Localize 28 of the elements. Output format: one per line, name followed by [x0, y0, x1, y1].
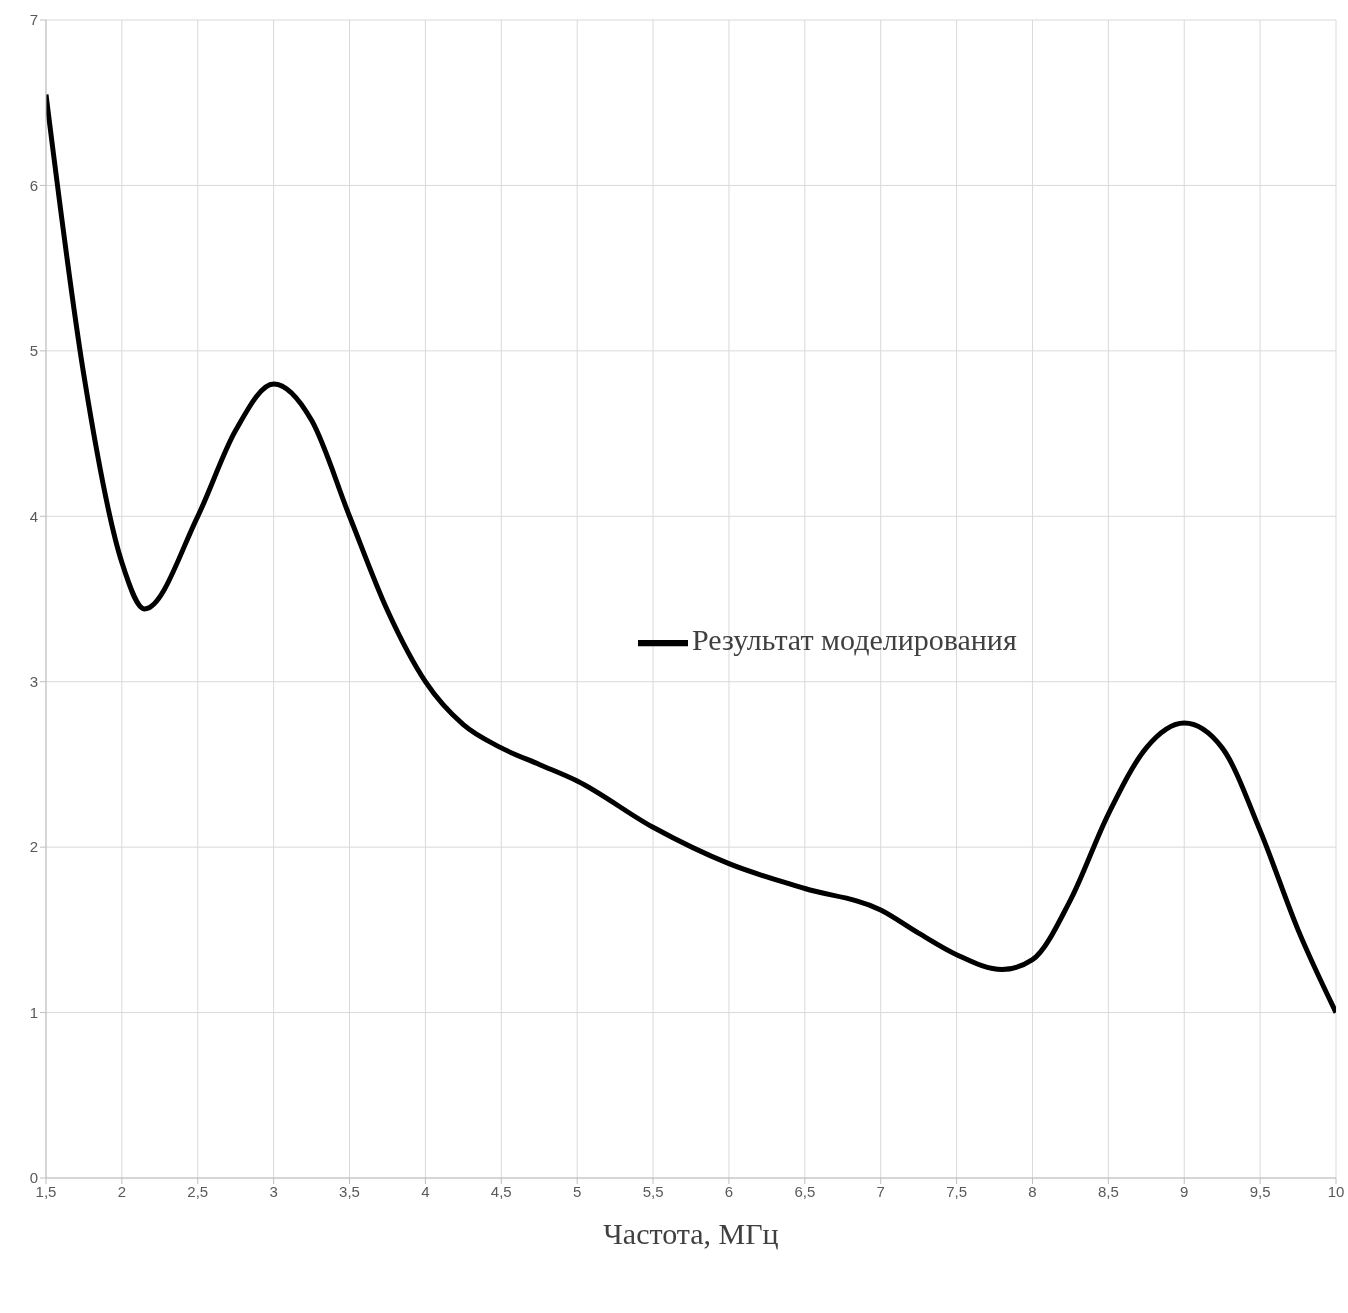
x-tick-label: 4,5: [490, 1182, 512, 1200]
x-tick-label: 10: [1327, 1182, 1345, 1200]
x-tick-label: 9: [1180, 1182, 1189, 1200]
y-tick-label: 0: [29, 1169, 38, 1187]
x-tick-label: 8: [1028, 1182, 1037, 1200]
y-tick-label: 5: [29, 342, 38, 360]
y-tick-label: 1: [29, 1003, 38, 1021]
y-tick-label: 4: [29, 507, 38, 525]
x-tick-label: 2,5: [187, 1182, 209, 1200]
x-tick-label: 9,5: [1249, 1182, 1271, 1200]
x-tick-label: 1,5: [35, 1182, 57, 1200]
x-tick-label: 7: [876, 1182, 885, 1200]
y-tick-label: 3: [29, 673, 38, 691]
y-tick-label: 6: [29, 176, 38, 194]
x-tick-label: 7,5: [946, 1182, 968, 1200]
y-tick-label: 7: [29, 11, 38, 29]
x-tick-label: 6: [724, 1182, 734, 1200]
legend-label: Результат моделирования: [692, 622, 1017, 656]
x-tick-label: 6,5: [794, 1182, 816, 1200]
x-axis-title: Частота, МГц: [603, 1217, 779, 1250]
x-tick-label: 3,5: [339, 1182, 360, 1200]
x-tick-label: 4: [421, 1182, 430, 1200]
x-tick-label: 8,5: [1097, 1182, 1119, 1200]
x-tick-label: 2: [117, 1182, 127, 1200]
y-tick-label: 2: [29, 838, 38, 856]
x-tick-label: 3: [269, 1182, 278, 1200]
x-tick-label: 5,5: [642, 1182, 664, 1200]
x-tick-label: 5: [573, 1182, 582, 1200]
